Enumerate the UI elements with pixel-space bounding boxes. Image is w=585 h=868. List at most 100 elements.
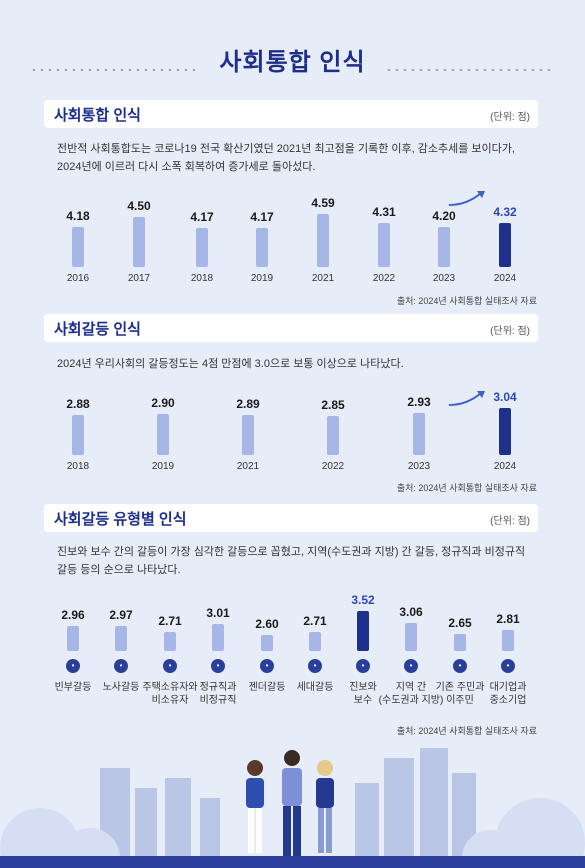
- category-label: 2024: [493, 273, 517, 284]
- category-label: 기존 주민과 이주민: [435, 682, 485, 706]
- bar-value-label: 4.17: [190, 209, 214, 224]
- bar: [67, 625, 79, 651]
- social-integration-chart: 4.18 2016 4.50 2017 4.17 2018 4.17 2019 4.59 2021…: [0, 185, 585, 285]
- source-note: 출처: 2024년 사회통합 실태조사 자료: [396, 726, 537, 736]
- handshake-icon: •: [114, 659, 128, 673]
- bar: [196, 227, 208, 267]
- briefcase-icon: •: [211, 659, 225, 673]
- bar: [438, 226, 450, 267]
- city-illustration: [0, 748, 585, 868]
- section-title: 사회통합 인식: [54, 107, 141, 124]
- category-label: 2023: [432, 273, 456, 284]
- house-icon: •: [163, 659, 177, 673]
- bar: [405, 623, 417, 651]
- bar-value-label: 4.20: [432, 208, 456, 223]
- section-header-conflict-types: 사회갈등 유형별 인식 (단위: 점): [44, 504, 538, 532]
- bar-value-label: 2.71: [303, 614, 327, 629]
- bar-value-label: 2.85: [321, 398, 345, 413]
- category-label: 2024: [493, 461, 517, 472]
- bar: [309, 632, 321, 651]
- bar: [378, 223, 390, 267]
- bar-value-label: 2.96: [61, 607, 85, 622]
- person-illustration-left: [246, 760, 264, 853]
- category-label: 2021: [236, 461, 260, 472]
- title-dots-left: [30, 69, 200, 71]
- category-label: 2017: [127, 273, 151, 284]
- bar: [256, 227, 268, 267]
- bar-value-label: 3.04: [493, 389, 517, 404]
- category-label: 정규직과 비정규직: [199, 682, 237, 706]
- bar: [72, 415, 84, 455]
- source-note: 출처: 2024년 사회통합 실태조사 자료: [396, 483, 537, 493]
- bar-value-label: 4.59: [311, 195, 335, 210]
- category-label: 주택소유자와 비소유자: [142, 682, 198, 706]
- bar-value-label: 2.71: [158, 614, 182, 629]
- category-label: 젠더갈등: [248, 682, 286, 693]
- category-label: 2021: [311, 273, 335, 284]
- section-description: 전반적 사회통합도는 코로나19 전국 확산기였던 2021년 최고점을 기록한…: [57, 143, 515, 173]
- bar: [164, 632, 176, 651]
- bar-value-label: 2.88: [66, 397, 90, 411]
- bar: [133, 216, 145, 267]
- bar: [115, 625, 127, 651]
- globe-icon: •: [453, 659, 467, 673]
- category-label: 세대갈등: [296, 682, 334, 693]
- money-icon: •: [66, 659, 80, 673]
- bar-value-label: 2.81: [496, 611, 520, 626]
- bar: [499, 222, 511, 267]
- bar-value-label: 4.50: [127, 198, 151, 213]
- bar: [327, 416, 339, 455]
- title-dots-right: [385, 69, 555, 71]
- building-icon: •: [356, 659, 370, 673]
- unit-label: (단위: 점): [490, 112, 530, 123]
- bar-value-label: 3.06: [399, 605, 423, 620]
- location-pin-icon: •: [404, 659, 418, 673]
- social-conflict-chart: 2.88 2018 2.90 2019 2.89 2021 2.85 2022 2.93 2023…: [0, 385, 585, 475]
- bar: [502, 629, 514, 651]
- category-label: 2018: [190, 273, 214, 284]
- bar-value-label: 4.17: [250, 209, 274, 224]
- bar-value-label: 2.65: [448, 615, 472, 630]
- category-label: 2019: [250, 273, 274, 284]
- category-label: 노사갈등: [102, 682, 140, 693]
- bar-value-label: 4.32: [493, 204, 517, 219]
- bar-value-label: 2.93: [407, 394, 431, 409]
- source-note: 출처: 2024년 사회통합 실태조사 자료: [396, 296, 537, 306]
- bar-value-label: 2.60: [255, 617, 279, 632]
- bar-value-label: 3.52: [351, 593, 375, 608]
- bar: [317, 213, 329, 267]
- category-label: 2016: [66, 273, 90, 284]
- person-illustration-center: [282, 750, 302, 856]
- page-title: 사회통합 인식: [219, 49, 366, 76]
- section-description: 2024년 우리사회의 갈등정도는 4점 만점에 3.0으로 보통 이상으로 나…: [57, 358, 404, 370]
- conflict-types-chart: 2.96 • 빈부갈등 2.97 • 노사갈등 2.71 • 주택소유자와 비소유자 3.01 • 정규…: [0, 585, 585, 715]
- bar: [261, 635, 273, 651]
- unit-label: (단위: 점): [490, 516, 530, 527]
- people-icon: •: [308, 659, 322, 673]
- bar-value-label: 2.89: [236, 396, 260, 411]
- category-label: 진보와 보수: [349, 682, 377, 706]
- section-header-social-conflict: 사회갈등 인식 (단위: 점): [44, 314, 538, 342]
- category-label: 2022: [321, 461, 345, 472]
- section-description: 진보와 보수 간의 갈등이 가장 심각한 갈등으로 꼽혔고, 지역(수도권과 지…: [57, 546, 526, 576]
- category-label: 빈부갈등: [54, 682, 92, 693]
- category-label: 2023: [407, 461, 431, 472]
- bar: [72, 227, 84, 267]
- category-label: 지역 간 (수도권과 지방): [378, 682, 444, 706]
- bar-value-label: 3.01: [206, 606, 230, 621]
- trend-arrow-icon: [448, 391, 485, 406]
- bar-value-label: 4.18: [66, 209, 90, 224]
- factory-icon: •: [501, 659, 515, 673]
- person-illustration-right: [316, 760, 334, 853]
- bar-value-label: 2.97: [109, 607, 133, 622]
- bar: [499, 407, 511, 455]
- category-label: 2022: [372, 273, 396, 284]
- bar: [454, 633, 466, 651]
- bar: [212, 624, 224, 651]
- bar: [242, 414, 254, 455]
- bar: [157, 414, 169, 455]
- section-title: 사회갈등 인식: [54, 321, 141, 338]
- category-label: 2018: [66, 461, 90, 472]
- section-header-social-integration: 사회통합 인식 (단위: 점): [44, 100, 538, 128]
- bar: [357, 611, 369, 651]
